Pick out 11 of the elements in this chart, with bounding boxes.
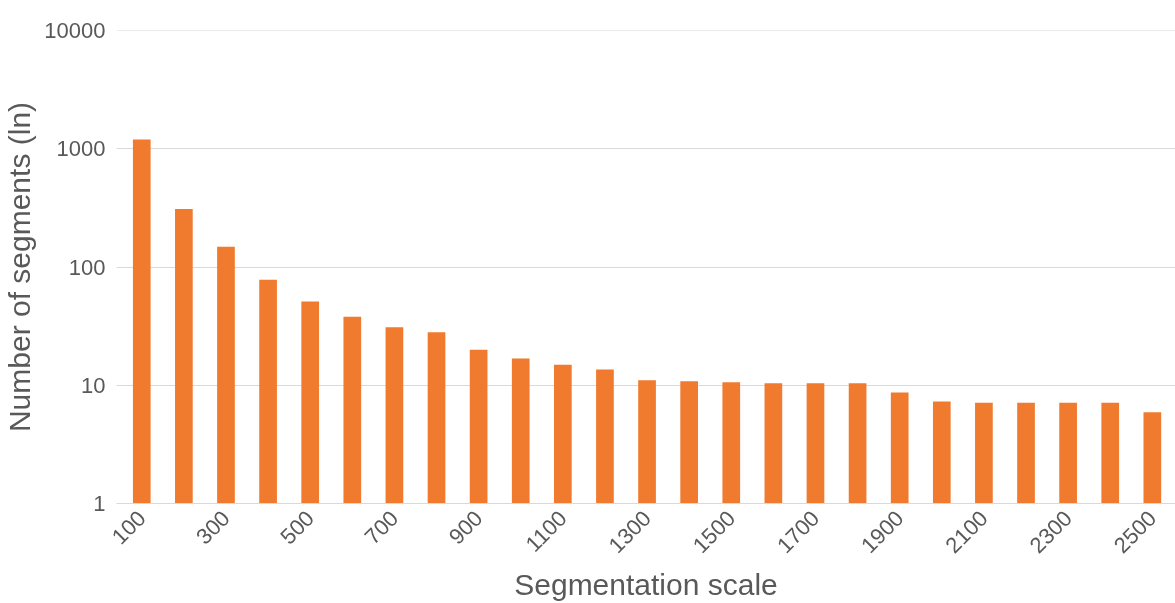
y-tick-label: 100 bbox=[68, 254, 106, 280]
y-axis-title: Number of segments (ln) bbox=[3, 101, 37, 433]
x-tick-label: 500 bbox=[275, 505, 320, 550]
x-tick-label: 300 bbox=[191, 505, 235, 550]
y-tick-label: 1000 bbox=[56, 136, 106, 162]
x-axis-title: Segmentation scale bbox=[514, 567, 778, 601]
y-tick-label: 1 bbox=[93, 491, 106, 516]
y-tick-label: 10 bbox=[81, 372, 106, 398]
y-tick-label: 10000 bbox=[44, 18, 106, 43]
x-tick-label: 700 bbox=[359, 505, 404, 550]
x-tick-label: 900 bbox=[443, 505, 488, 550]
